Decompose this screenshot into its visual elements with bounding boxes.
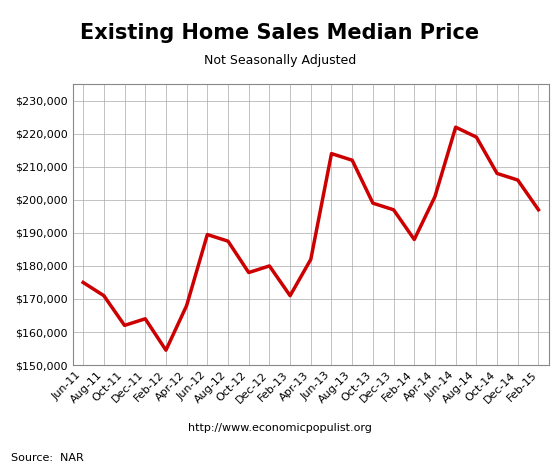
Text: http://www.economicpopulist.org: http://www.economicpopulist.org bbox=[188, 423, 372, 433]
Text: Existing Home Sales Median Price: Existing Home Sales Median Price bbox=[81, 23, 479, 44]
Text: Not Seasonally Adjusted: Not Seasonally Adjusted bbox=[204, 54, 356, 67]
Text: Source:  NAR: Source: NAR bbox=[11, 453, 84, 463]
